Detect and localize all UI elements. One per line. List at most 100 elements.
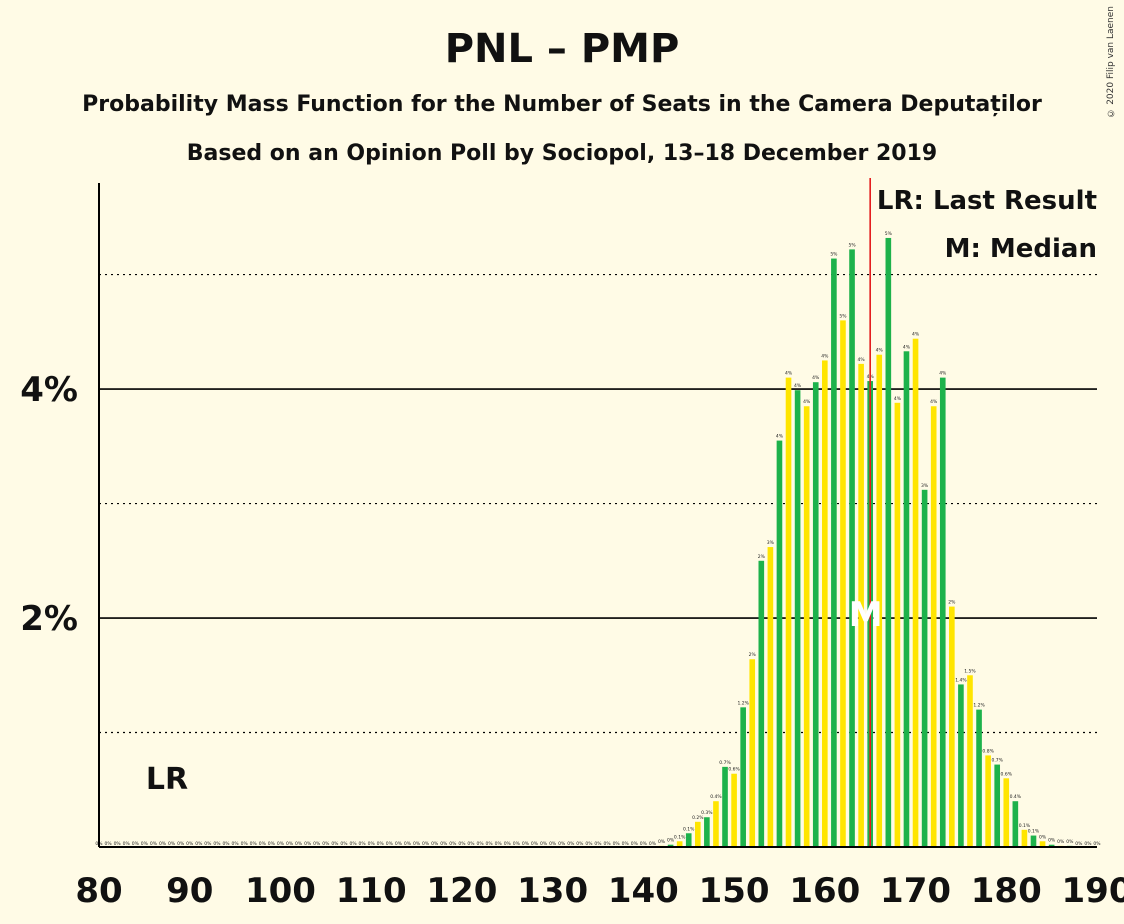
bar-value-label: 0% — [186, 841, 194, 847]
bar-value-label: 0% — [1093, 841, 1101, 847]
bar-value-label: 2% — [758, 554, 766, 560]
x-tick-label: 190 — [1062, 871, 1124, 911]
bar — [822, 360, 828, 847]
bar-value-label: 3% — [921, 483, 929, 489]
bar-value-label: 0.3% — [701, 810, 713, 816]
bar-value-label: 0% — [613, 841, 621, 847]
grid-lines — [99, 273, 1097, 734]
bar — [958, 684, 964, 847]
bar-value-label: 4% — [930, 399, 938, 405]
bar-value-label: 4% — [776, 434, 784, 440]
bar-value-label: 0% — [349, 841, 357, 847]
bar-value-label: 0% — [268, 841, 276, 847]
x-tick-label: 120 — [426, 871, 497, 911]
bar-value-label: 0% — [313, 841, 321, 847]
bar-value-label: 0% — [567, 841, 575, 847]
x-tick-label: 80 — [75, 871, 122, 911]
bar-value-label: 4% — [812, 375, 820, 381]
bar — [685, 833, 692, 847]
bar-value-label: 0% — [594, 841, 602, 847]
x-tick-label: 170 — [880, 871, 951, 911]
x-tick-label: 160 — [789, 871, 860, 911]
x-tick-label: 90 — [166, 871, 213, 911]
bar-value-label: 1.2% — [973, 703, 985, 709]
bar-value-label: 0% — [340, 841, 348, 847]
bar-value-label: 0.7% — [991, 758, 1003, 764]
legend-last-result: LR: Last Result — [877, 186, 1097, 216]
bar-value-label: 0% — [1084, 841, 1092, 847]
bar-value-label: 4% — [894, 396, 902, 402]
bar-value-label: 1.2% — [737, 700, 749, 706]
bar-value-label: 0% — [413, 841, 421, 847]
bar-value-labels: 0% 0% 0% 0% 0% 0% 0% 0% 0% 0% 0% 0% 0% 0% 0% 0% 0% 0% 0% 0%… — [95, 231, 1101, 847]
bar-value-label: 5% — [830, 252, 838, 258]
bar-value-label: 0% — [440, 841, 448, 847]
bar-value-label: 0% — [558, 841, 566, 847]
bar-value-label: 4% — [876, 348, 884, 354]
bar-value-label: 0% — [304, 841, 312, 847]
bar — [1039, 841, 1046, 847]
bar — [985, 755, 991, 847]
bar — [858, 363, 864, 847]
bar — [740, 707, 746, 847]
bar — [1003, 778, 1010, 847]
bar-value-label: 0% — [604, 841, 612, 847]
chart-subtitle-poll: Based on an Opinion Poll by Sociopol, 13… — [186, 141, 938, 166]
bar-value-label: 0% — [404, 841, 412, 847]
bar-value-label: 4% — [858, 357, 866, 363]
bar — [949, 606, 955, 847]
axes: 2% 4% M 80 90 100 110 120 130 140 150 160 170 180 190 — [20, 178, 1124, 911]
bar-value-label: 4% — [903, 344, 911, 350]
bar — [994, 764, 1001, 847]
bar — [849, 249, 855, 847]
bar-value-label: 0% — [377, 841, 385, 847]
bar-value-label: 0% — [476, 841, 484, 847]
chart-title: PNL – PMP — [444, 26, 680, 72]
bar-value-label: 0.4% — [710, 794, 722, 800]
bar-value-label: 0% — [395, 841, 403, 847]
bar-value-label: 2% — [749, 652, 757, 658]
bar-value-label: 0% — [467, 841, 475, 847]
bar-value-label: 0% — [295, 841, 303, 847]
bar-value-label: 0% — [649, 841, 657, 847]
bar-value-label: 0.1% — [1028, 829, 1040, 835]
bar-value-label: 0% — [105, 841, 113, 847]
bar — [903, 351, 910, 847]
bar-value-label: 4% — [785, 371, 793, 377]
bar-value-label: 0% — [177, 841, 185, 847]
bar-value-label: 0% — [522, 841, 530, 847]
bar-value-label: 0% — [241, 841, 249, 847]
bar-value-label: 0% — [168, 841, 176, 847]
bar-series — [658, 237, 1073, 848]
bar — [1030, 835, 1037, 847]
bar — [722, 766, 728, 847]
bar — [1048, 844, 1055, 847]
bar — [921, 489, 928, 847]
legend-median: M: Median — [945, 234, 1097, 264]
bar-value-label: 0% — [132, 841, 140, 847]
x-tick-label: 100 — [245, 871, 316, 911]
bar-value-label: 1.5% — [964, 668, 976, 674]
bar-value-label: 0.2% — [692, 815, 704, 821]
x-tick-label: 180 — [971, 871, 1042, 911]
bar-value-label: 0% — [458, 841, 466, 847]
bar-value-label: 0% — [549, 841, 557, 847]
bar-value-label: 2% — [948, 600, 956, 606]
bar-value-label: 0% — [531, 841, 539, 847]
bar — [939, 377, 946, 847]
last-result-marker: LR — [146, 762, 188, 797]
bar-value-label: 4% — [794, 383, 802, 389]
bar — [749, 659, 756, 847]
bar-value-label: 4% — [821, 353, 829, 359]
bar-value-label: 0% — [331, 841, 339, 847]
bar — [876, 354, 883, 847]
bar-value-label: 0% — [259, 841, 267, 847]
bar-value-label: 0% — [1048, 838, 1056, 844]
bar — [776, 440, 783, 847]
bar-value-label: 0% — [1066, 839, 1074, 845]
bar-value-label: 5% — [839, 313, 847, 319]
bar-value-label: 0% — [159, 841, 167, 847]
y-tick-label: 2% — [20, 599, 78, 639]
x-tick-label: 110 — [336, 871, 407, 911]
bar-value-label: 0% — [422, 841, 430, 847]
